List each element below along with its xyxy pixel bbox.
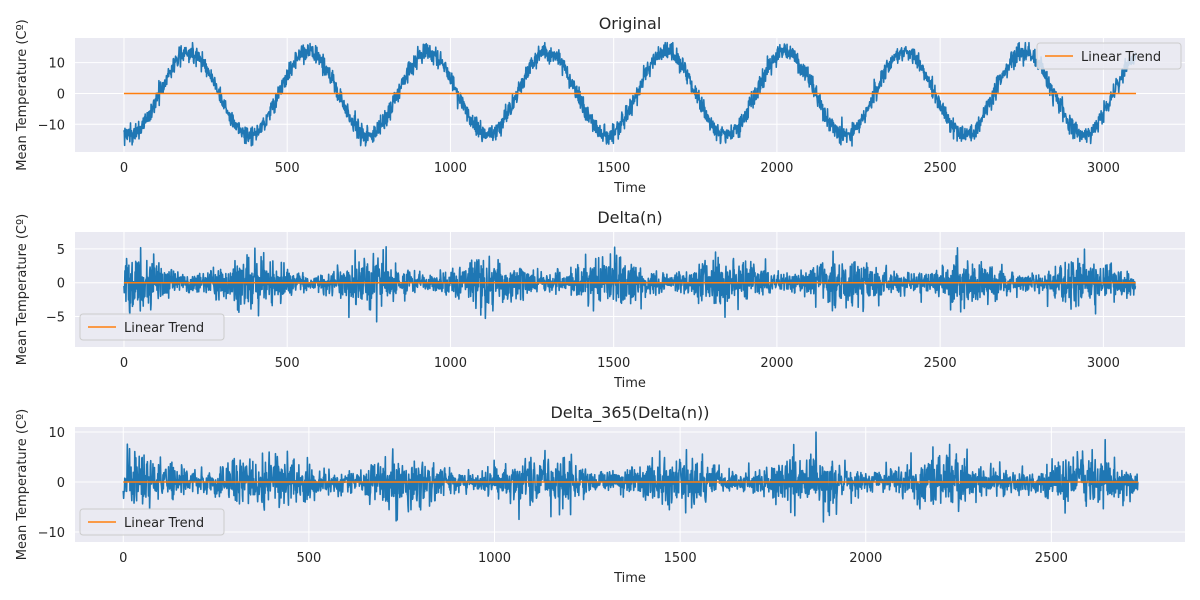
x-axis-label: Time [613,376,646,391]
chart-title: Delta_365(Delta(n)) [550,403,709,423]
panel-1: 0 500 1000 1500 2000 2500 3000 −10 0 10 Original Ti… [15,14,1185,196]
x-tick-label: 1500 [597,161,630,176]
y-tick-label: 10 [48,57,65,72]
x-tick-label: 2500 [924,356,957,371]
y-axis-label: Mean Temperature (Cº) [15,214,30,365]
x-tick-label: 2000 [849,551,882,566]
y-tick-label: 0 [57,277,65,292]
y-tick-label: 0 [57,476,65,491]
x-tick-label: 2000 [760,161,793,176]
x-tick-label: 0 [120,161,128,176]
x-tick-label: 500 [275,161,300,176]
x-tick-label: 2000 [760,356,793,371]
x-tick-label: 2500 [924,161,957,176]
legend-label: Linear Trend [1081,50,1161,65]
x-tick-label: 500 [296,551,321,566]
legend-box [79,313,225,341]
y-tick-label: −10 [38,118,65,133]
y-tick-label: 5 [57,243,65,258]
x-tick-label: 2500 [1035,551,1068,566]
x-tick-label: 1000 [434,356,467,371]
y-tick-label: −10 [38,526,65,541]
x-tick-label: 3000 [1087,161,1120,176]
panel-2: 0 500 1000 1500 2000 2500 3000 −5 0 5 Delta(n) Time… [15,208,1185,391]
x-axis-label: Time [613,571,646,586]
legend-box [1036,42,1182,70]
chart-title: Original [599,14,662,33]
legend-box [79,508,225,536]
legend: Linear Trend [79,313,225,341]
x-axis-label: Time [613,181,646,196]
y-axis-label: Mean Temperature (Cº) [15,409,30,560]
x-tick-label: 0 [120,356,128,371]
x-tick-label: 1500 [664,551,697,566]
y-tick-label: 10 [48,426,65,441]
y-tick-label: −5 [46,311,65,326]
legend-label: Linear Trend [124,321,204,336]
x-tick-label: 0 [119,551,127,566]
x-tick-label: 1000 [434,161,467,176]
legend: Linear Trend [1036,42,1182,70]
legend-label: Linear Trend [124,516,204,531]
x-tick-label: 500 [275,356,300,371]
y-tick-label: 0 [57,87,65,102]
series-line [123,41,1137,147]
chart-title: Delta(n) [597,208,662,227]
legend: Linear Trend [79,508,225,536]
x-tick-label: 3000 [1087,356,1120,371]
x-tick-label: 1000 [478,551,511,566]
series-line [123,245,1137,323]
y-axis-label: Mean Temperature (Cº) [15,19,30,170]
x-tick-label: 1500 [597,356,630,371]
series-line [122,431,1139,523]
panel-3: 0 500 1000 1500 2000 2500 −10 0 10 Delta_365(Delt… [15,403,1185,586]
